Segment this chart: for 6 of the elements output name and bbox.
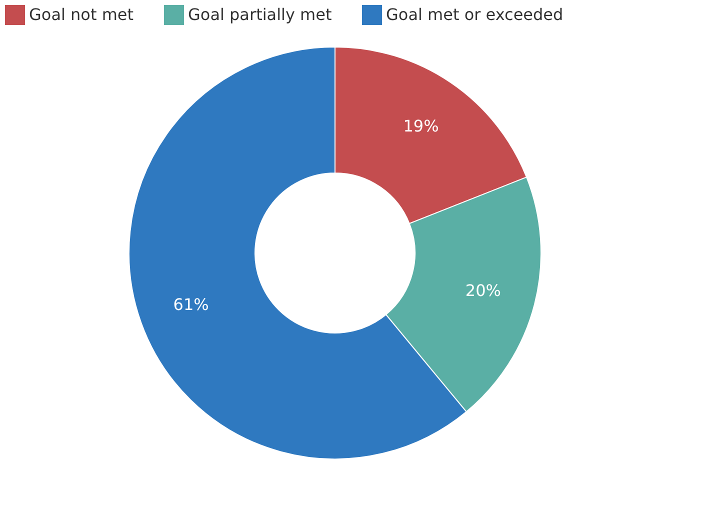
data-label: 61% <box>173 294 209 314</box>
data-label: 20% <box>465 281 501 300</box>
legend-label: Goal met or exceeded <box>386 5 564 24</box>
data-label: 19% <box>403 116 439 136</box>
legend-label: Goal partially met <box>188 5 332 24</box>
legend-label: Goal not met <box>29 5 134 24</box>
